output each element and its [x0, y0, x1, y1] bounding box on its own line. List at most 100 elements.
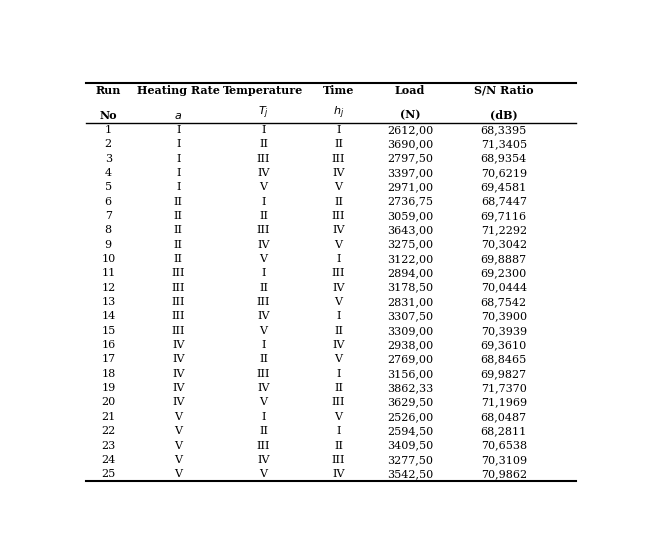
Text: III: III: [332, 153, 346, 164]
Text: I: I: [337, 369, 341, 379]
Text: III: III: [332, 211, 346, 221]
Text: $a$: $a$: [174, 110, 182, 121]
Text: IV: IV: [332, 283, 345, 293]
Text: No: No: [99, 110, 117, 121]
Text: II: II: [334, 139, 343, 149]
Text: II: II: [174, 254, 183, 264]
Text: III: III: [172, 283, 185, 293]
Text: III: III: [332, 397, 346, 408]
Text: 71,1969: 71,1969: [481, 397, 527, 408]
Text: 25: 25: [101, 469, 116, 479]
Text: IV: IV: [257, 311, 270, 322]
Text: 68,0487: 68,0487: [481, 412, 527, 422]
Text: 3409,50: 3409,50: [387, 441, 433, 450]
Text: 18: 18: [101, 369, 116, 379]
Text: Run: Run: [96, 85, 121, 96]
Text: 70,3939: 70,3939: [481, 326, 527, 336]
Text: II: II: [334, 326, 343, 336]
Text: 2526,00: 2526,00: [387, 412, 433, 422]
Text: III: III: [332, 269, 346, 278]
Text: II: II: [334, 441, 343, 450]
Text: 3643,00: 3643,00: [387, 225, 433, 235]
Text: V: V: [174, 412, 182, 422]
Text: V: V: [335, 239, 342, 250]
Text: V: V: [260, 326, 267, 336]
Text: II: II: [259, 139, 268, 149]
Text: 70,6219: 70,6219: [481, 168, 527, 178]
Text: III: III: [256, 297, 270, 307]
Text: 2736,75: 2736,75: [387, 197, 433, 207]
Text: 2: 2: [105, 139, 112, 149]
Text: 3307,50: 3307,50: [387, 311, 433, 322]
Text: III: III: [256, 441, 270, 450]
Text: V: V: [174, 441, 182, 450]
Text: IV: IV: [172, 383, 185, 393]
Text: 69,4581: 69,4581: [481, 182, 527, 192]
Text: III: III: [172, 297, 185, 307]
Text: 3: 3: [105, 153, 112, 164]
Text: I: I: [176, 125, 181, 135]
Text: IV: IV: [257, 455, 270, 465]
Text: 68,3395: 68,3395: [481, 125, 527, 135]
Text: $h_j$: $h_j$: [333, 104, 344, 121]
Text: 69,7116: 69,7116: [481, 211, 527, 221]
Text: IV: IV: [257, 383, 270, 393]
Text: $T_j$: $T_j$: [258, 104, 269, 121]
Text: 23: 23: [101, 441, 116, 450]
Text: II: II: [259, 283, 268, 293]
Text: 7: 7: [105, 211, 112, 221]
Text: 2971,00: 2971,00: [387, 182, 433, 192]
Text: IV: IV: [332, 340, 345, 350]
Text: 2797,50: 2797,50: [387, 153, 433, 164]
Text: 2938,00: 2938,00: [387, 340, 433, 350]
Text: 2894,00: 2894,00: [387, 269, 433, 278]
Text: 2612,00: 2612,00: [387, 125, 433, 135]
Text: 69,3610: 69,3610: [481, 340, 527, 350]
Text: 69,9827: 69,9827: [481, 369, 527, 379]
Text: 5: 5: [105, 182, 112, 192]
Text: 3309,00: 3309,00: [387, 326, 433, 336]
Text: I: I: [337, 254, 341, 264]
Text: I: I: [176, 168, 181, 178]
Text: Time: Time: [323, 85, 354, 96]
Text: V: V: [335, 297, 342, 307]
Text: 10: 10: [101, 254, 116, 264]
Text: 70,0444: 70,0444: [481, 283, 527, 293]
Text: 12: 12: [101, 283, 116, 293]
Text: 68,8465: 68,8465: [481, 355, 527, 364]
Text: I: I: [337, 426, 341, 436]
Text: I: I: [176, 153, 181, 164]
Text: 6: 6: [105, 197, 112, 207]
Text: 3862,33: 3862,33: [387, 383, 433, 393]
Text: V: V: [260, 469, 267, 479]
Text: II: II: [334, 197, 343, 207]
Text: III: III: [256, 369, 270, 379]
Text: 69,8887: 69,8887: [481, 254, 527, 264]
Text: III: III: [256, 225, 270, 235]
Text: 71,3405: 71,3405: [481, 139, 527, 149]
Text: III: III: [172, 326, 185, 336]
Text: V: V: [335, 412, 342, 422]
Text: 3629,50: 3629,50: [387, 397, 433, 408]
Text: V: V: [260, 397, 267, 408]
Text: 4: 4: [105, 168, 112, 178]
Text: 71,7370: 71,7370: [481, 383, 526, 393]
Text: II: II: [334, 383, 343, 393]
Text: 3542,50: 3542,50: [387, 469, 433, 479]
Text: 2594,50: 2594,50: [387, 426, 433, 436]
Text: 16: 16: [101, 340, 116, 350]
Text: 68,2811: 68,2811: [481, 426, 527, 436]
Text: Heating Rate: Heating Rate: [137, 85, 220, 96]
Text: II: II: [259, 426, 268, 436]
Text: 19: 19: [101, 383, 116, 393]
Text: 3156,00: 3156,00: [387, 369, 433, 379]
Text: IV: IV: [332, 225, 345, 235]
Text: 3277,50: 3277,50: [387, 455, 433, 465]
Text: V: V: [335, 182, 342, 192]
Text: I: I: [261, 197, 266, 207]
Text: 69,2300: 69,2300: [481, 269, 527, 278]
Text: 3178,50: 3178,50: [387, 283, 433, 293]
Text: 3275,00: 3275,00: [387, 239, 433, 250]
Text: IV: IV: [257, 168, 270, 178]
Text: 70,9862: 70,9862: [481, 469, 527, 479]
